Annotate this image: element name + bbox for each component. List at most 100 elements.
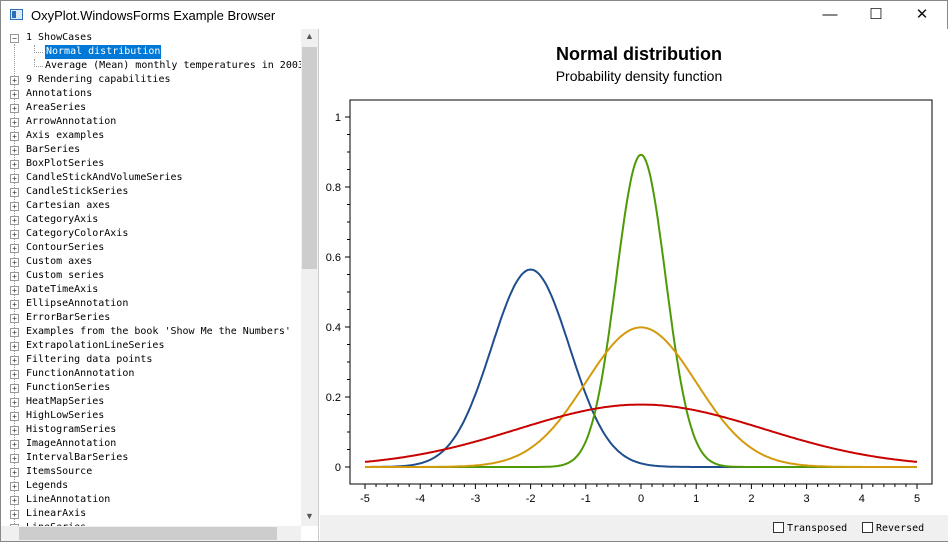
expand-icon[interactable]: + <box>10 230 19 239</box>
tree-node-label[interactable]: Legends <box>26 480 69 491</box>
expand-icon[interactable]: + <box>10 426 19 435</box>
expand-icon[interactable]: + <box>10 356 19 365</box>
example-tree[interactable]: −1 ShowCases Normal distribution Average (… <box>1 29 319 541</box>
tree-node-label[interactable]: Normal distribution <box>45 45 162 59</box>
vertical-scrollbar[interactable]: ▲ ▼ <box>301 29 318 526</box>
tree-node-label[interactable]: AreaSeries <box>26 102 87 113</box>
tree-node-label[interactable]: BarSeries <box>26 144 81 155</box>
y-tick-label: 0.2 <box>326 392 341 404</box>
x-tick-label: 5 <box>914 493 920 505</box>
tree-node-label[interactable]: CandleStickSeries <box>26 186 129 197</box>
tree-node-label[interactable]: LinearAxis <box>26 508 87 519</box>
close-button[interactable]: ✕ <box>915 6 929 23</box>
expand-icon[interactable]: + <box>10 104 19 113</box>
checkbox-box[interactable] <box>862 522 873 533</box>
tree-node-label[interactable]: ArrowAnnotation <box>26 116 117 127</box>
tree-node-label[interactable]: ItemsSource <box>26 466 93 477</box>
tree-node-label[interactable]: ContourSeries <box>26 242 105 253</box>
tree-node-label[interactable]: CategoryAxis <box>26 214 99 225</box>
expand-icon[interactable]: + <box>10 286 19 295</box>
expand-icon[interactable]: + <box>10 342 19 351</box>
plot-view[interactable]: Normal distribution Probability density f… <box>320 29 948 515</box>
tree-node-label[interactable]: CategoryColorAxis <box>26 228 129 239</box>
expand-icon[interactable]: + <box>10 440 19 449</box>
app-icon <box>10 9 23 20</box>
x-tick-label: -4 <box>415 493 425 505</box>
scroll-thumb[interactable] <box>19 527 277 540</box>
tree-node-label[interactable]: LineAnnotation <box>26 494 111 505</box>
expand-icon[interactable]: + <box>10 496 19 505</box>
expand-icon[interactable]: + <box>10 482 19 491</box>
tree-node-label[interactable]: ImageAnnotation <box>26 438 117 449</box>
tree-node-label[interactable]: HeatMapSeries <box>26 396 105 407</box>
expand-icon[interactable]: + <box>10 328 19 337</box>
transposed-label: Transposed <box>787 523 848 534</box>
expand-icon[interactable]: + <box>10 314 19 323</box>
scroll-thumb[interactable] <box>302 47 317 269</box>
expand-icon[interactable]: + <box>10 300 19 309</box>
scroll-down-icon[interactable]: ▼ <box>305 511 314 521</box>
expand-icon[interactable]: + <box>10 258 19 267</box>
tree-node-label[interactable]: BoxPlotSeries <box>26 158 105 169</box>
series-line <box>365 153 917 468</box>
expand-icon[interactable]: + <box>10 90 19 99</box>
tree-node-label[interactable]: Examples from the book 'Show Me the Numb… <box>26 326 291 337</box>
tree-node-label[interactable]: IntervalBarSeries <box>26 452 129 463</box>
expand-icon[interactable]: + <box>10 384 19 393</box>
transposed-checkbox[interactable]: Transposed <box>773 522 847 534</box>
expand-icon[interactable]: + <box>10 188 19 197</box>
expand-icon[interactable]: + <box>10 202 19 211</box>
chart: Normal distribution Probability density f… <box>326 44 933 505</box>
collapse-icon[interactable]: − <box>10 34 19 43</box>
tree-node-label[interactable]: HistogramSeries <box>26 424 117 435</box>
tree-node-label[interactable]: ErrorBarSeries <box>26 312 111 323</box>
expand-icon[interactable]: + <box>10 412 19 421</box>
expand-icon[interactable]: + <box>10 132 19 141</box>
tree-node-label[interactable]: Average (Mean) monthly temperatures in 2… <box>45 60 304 71</box>
tree-node-label[interactable]: 9 Rendering capabilities <box>26 74 171 85</box>
maximize-button[interactable]: ☐ <box>869 6 883 23</box>
tree-node-label[interactable]: FunctionAnnotation <box>26 368 135 379</box>
reversed-label: Reversed <box>876 523 925 534</box>
x-tick-label: 2 <box>748 493 754 505</box>
tree-node-label[interactable]: ExtrapolationLineSeries <box>26 340 165 351</box>
expand-icon[interactable]: + <box>10 160 19 169</box>
expand-icon[interactable]: + <box>10 370 19 379</box>
expand-icon[interactable]: + <box>10 174 19 183</box>
window-title: OxyPlot.WindowsForms Example Browser <box>31 8 276 23</box>
tree-node-label[interactable]: CandleStickAndVolumeSeries <box>26 172 183 183</box>
tree-node-label[interactable]: HighLowSeries <box>26 410 105 421</box>
expand-icon[interactable]: + <box>10 398 19 407</box>
tree-node-label[interactable]: FunctionSeries <box>26 382 111 393</box>
tree-node-label[interactable]: Cartesian axes <box>26 200 111 211</box>
tree-node-label[interactable]: Annotations <box>26 88 93 99</box>
title-bar: OxyPlot.WindowsForms Example Browser — ☐… <box>1 1 947 29</box>
minimize-button[interactable]: — <box>822 6 838 23</box>
x-tick-label: 0 <box>638 493 644 505</box>
checkbox-box[interactable] <box>773 522 784 533</box>
chart-title: Normal distribution <box>556 44 722 64</box>
expand-icon[interactable]: + <box>10 146 19 155</box>
tree-node-label[interactable]: 1 ShowCases <box>26 32 93 43</box>
tree-node-label[interactable]: Filtering data points <box>26 354 153 365</box>
horizontal-scrollbar[interactable] <box>1 526 301 541</box>
tree-node-label[interactable]: Axis examples <box>26 130 105 141</box>
expand-icon[interactable]: + <box>10 216 19 225</box>
expand-icon[interactable]: + <box>10 76 19 85</box>
expand-icon[interactable]: + <box>10 510 19 519</box>
expand-icon[interactable]: + <box>10 272 19 281</box>
expand-icon[interactable]: + <box>10 468 19 477</box>
tree-node-label[interactable]: Custom axes <box>26 256 93 267</box>
expand-icon[interactable]: + <box>10 244 19 253</box>
tree-node-label[interactable]: EllipseAnnotation <box>26 298 129 309</box>
scroll-up-icon[interactable]: ▲ <box>305 31 314 41</box>
tree-node-label[interactable]: Custom series <box>26 270 105 281</box>
chart-subtitle: Probability density function <box>556 68 723 84</box>
reversed-checkbox[interactable]: Reversed <box>862 522 924 534</box>
tree-node-label[interactable]: DateTimeAxis <box>26 284 99 295</box>
y-tick-label: 0 <box>335 462 341 474</box>
expand-icon[interactable]: + <box>10 118 19 127</box>
y-tick-label: 1 <box>335 112 341 124</box>
x-tick-label: -5 <box>360 493 370 505</box>
expand-icon[interactable]: + <box>10 454 19 463</box>
